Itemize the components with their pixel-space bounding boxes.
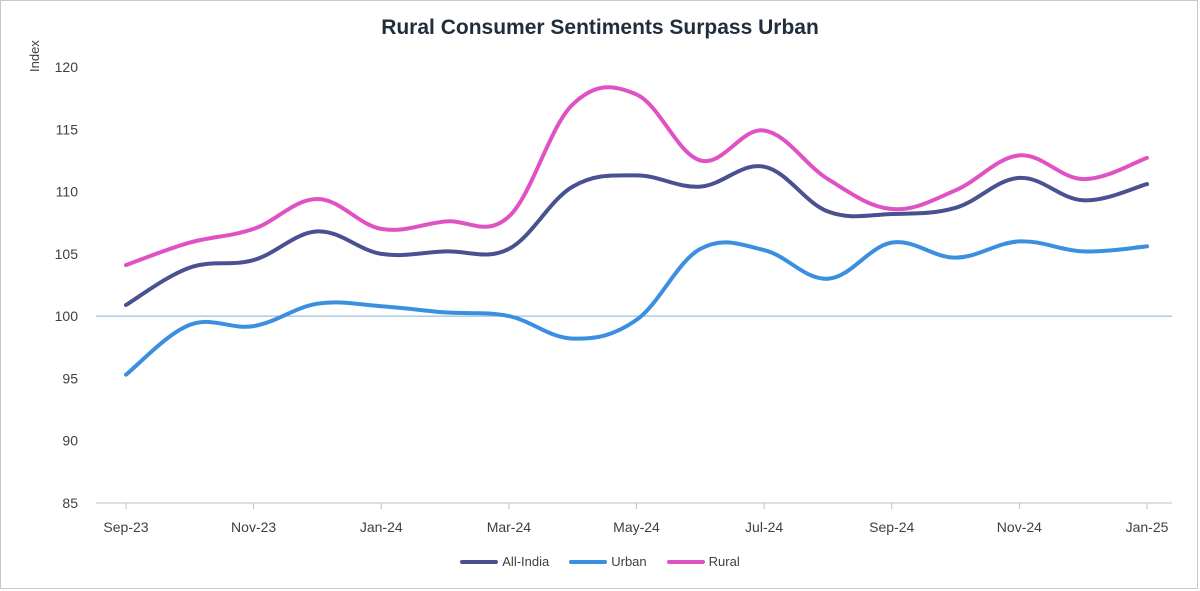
y-tick-label: 105 [55, 246, 79, 262]
x-tick-label: Nov-24 [997, 519, 1042, 535]
legend-item-all-india: All-India [460, 554, 549, 569]
legend-item-urban: Urban [569, 554, 647, 569]
x-tick-label: Sep-23 [103, 519, 148, 535]
chart-series [124, 85, 1149, 377]
chart-title: Rural Consumer Sentiments Surpass Urban [381, 16, 819, 39]
y-tick-label: 95 [62, 370, 78, 386]
y-tick-label: 110 [56, 184, 79, 200]
legend-label: Rural [708, 554, 740, 569]
legend-swatch [460, 559, 499, 564]
y-tick-label: 85 [62, 495, 78, 511]
legend-swatch [569, 559, 608, 564]
legend-label: Urban [611, 554, 647, 569]
y-tick-label: 90 [62, 433, 78, 449]
legend-label: All-India [502, 554, 550, 569]
chart-legend: All-India Urban Rural [0, 554, 1200, 569]
x-tick-label: May-24 [613, 519, 660, 535]
y-tick-label: 120 [55, 59, 79, 75]
y-tick-label: 115 [56, 121, 79, 137]
x-tick-label: Jan-25 [1126, 519, 1169, 535]
chart-axes: 85 90 95 100 105 110 115 120 Sep-23 Nov-23 Jan-24 M… [55, 59, 1172, 535]
x-tick-label: Mar-24 [487, 519, 532, 535]
legend-item-rural: Rural [666, 554, 740, 569]
legend-swatch [666, 559, 705, 564]
series-line-all-india [124, 164, 1149, 307]
x-tick-label: Jan-24 [360, 519, 403, 535]
x-tick-label: Nov-23 [231, 519, 276, 535]
x-tick-label: Jul-24 [745, 519, 783, 535]
x-tick-label: Sep-24 [869, 519, 914, 535]
y-tick-label: 100 [55, 308, 79, 324]
series-line-urban [124, 239, 1149, 377]
series-line-rural [124, 85, 1149, 268]
